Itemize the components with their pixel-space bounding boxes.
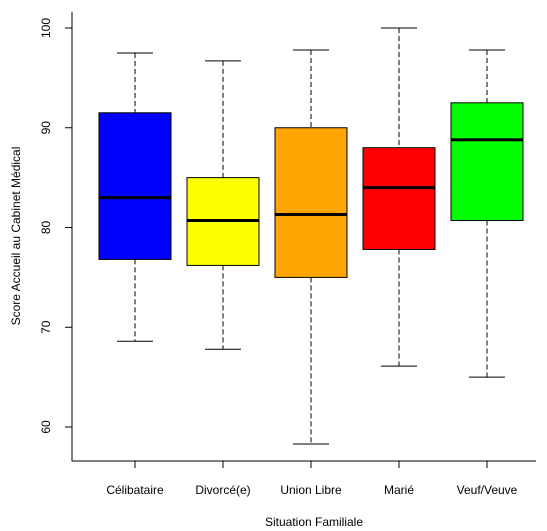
x-axis: Célibataire Divorcé(e) Union Libre Marié Veu… <box>106 461 518 497</box>
plot-frame <box>71 12 536 462</box>
x-tick-label-3: Marié <box>384 483 414 497</box>
box-group-1 <box>186 60 260 350</box>
iqr-box <box>450 102 524 222</box>
iqr-box <box>98 112 172 260</box>
x-tick-label-0: Célibataire <box>106 483 164 497</box>
x-tick-label-2: Union Libre <box>280 483 342 497</box>
y-axis: 60 70 80 90 100 <box>39 18 72 434</box>
y-tick-label-90: 90 <box>39 121 53 135</box>
box-group-4 <box>450 49 524 378</box>
iqr-box <box>362 147 436 250</box>
box-group-0 <box>98 52 172 342</box>
y-tick-label-80: 80 <box>39 221 53 235</box>
y-axis-title: Score Accueil au Cabinet Médical <box>9 147 23 326</box>
x-axis-title: Situation Familiale <box>265 515 363 529</box>
box-group-2 <box>274 49 348 445</box>
y-tick-label-70: 70 <box>39 320 53 334</box>
y-tick-label-60: 60 <box>39 420 53 434</box>
x-tick-label-1: Divorcé(e) <box>195 483 250 497</box>
y-tick-label-100: 100 <box>39 18 53 38</box>
x-tick-label-4: Veuf/Veuve <box>457 483 518 497</box>
box-group-3 <box>362 27 436 367</box>
iqr-box <box>274 127 348 278</box>
boxes-layer <box>98 27 524 445</box>
